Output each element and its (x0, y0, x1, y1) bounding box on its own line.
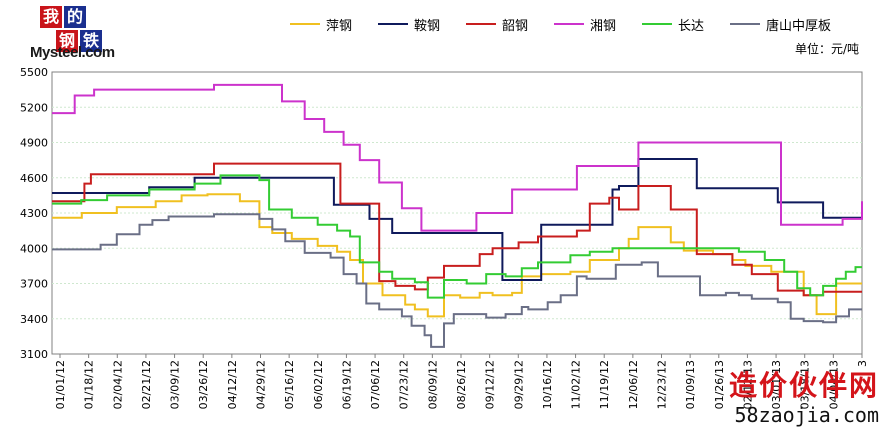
x-tick-label: 09/29/12 (512, 360, 525, 409)
legend-swatch (466, 23, 496, 25)
y-tick-label: 5500 (20, 66, 48, 79)
x-tick-label: 11/19/12 (598, 360, 611, 409)
x-tick-label: 10/16/12 (541, 360, 554, 409)
y-tick-label: 4900 (20, 137, 48, 150)
y-tick-label: 3100 (20, 348, 48, 361)
x-tick-label: 04/04/13 (827, 360, 840, 409)
legend-item: 鞍钢 (378, 14, 440, 34)
legend-item: 韶钢 (466, 14, 528, 34)
series-line (52, 213, 862, 348)
logo-char: 钢 (56, 30, 78, 52)
legend-label: 韶钢 (502, 18, 529, 34)
watermark-url: 58zaojia.com (734, 403, 880, 427)
mysteel-logo: 我的 钢铁 Mysteel.com (8, 6, 128, 64)
x-tick-label: 08/09/12 (426, 360, 439, 409)
y-tick-label: 4300 (20, 207, 48, 220)
legend-item: 长达 (642, 14, 704, 34)
legend-swatch (730, 23, 760, 25)
x-tick-label: 05/16/12 (283, 360, 296, 409)
x-tick-label: 01/09/13 (684, 360, 697, 409)
x-tick-label: 01/18/12 (83, 360, 96, 409)
x-tick-label: 3 (856, 360, 869, 367)
x-tick-label: 08/26/12 (455, 360, 468, 409)
legend-label: 萍钢 (326, 18, 353, 34)
watermark-chinese: 造价伙伴网 (728, 369, 879, 402)
x-tick-label: 02/04/12 (111, 360, 124, 409)
logo-chinese-top: 我的 (40, 6, 86, 28)
legend-item: 湘钢 (554, 14, 616, 34)
x-tick-label: 04/29/12 (255, 360, 268, 409)
x-tick-label: 03/09/12 (169, 360, 182, 409)
x-tick-label: 01/01/12 (54, 360, 67, 409)
x-tick-label: 07/06/12 (369, 360, 382, 409)
x-tick-label: 03/26/12 (197, 360, 210, 409)
legend-label: 长达 (678, 18, 705, 34)
chart-legend: 萍钢 鞍钢 韶钢 湘钢 长达 唐山中厚板 (0, 14, 883, 34)
legend-item: 唐山中厚板 (730, 14, 831, 34)
y-tick-label: 5200 (20, 101, 48, 114)
legend-swatch (290, 23, 320, 25)
legend-item: 萍钢 (290, 14, 352, 34)
legend-swatch (642, 23, 672, 25)
x-tick-label: 07/23/12 (398, 360, 411, 409)
x-tick-label: 11/02/12 (570, 360, 583, 409)
x-tick-label: 04/12/12 (226, 360, 239, 409)
series-line (52, 158, 862, 281)
logo-char: 我 (40, 6, 62, 28)
x-tick-label: 02/12/13 (741, 360, 754, 409)
legend-swatch (554, 23, 584, 25)
y-tick-label: 3700 (20, 278, 48, 291)
legend-label: 鞍钢 (414, 18, 441, 34)
legend-label: 湘钢 (590, 18, 617, 34)
x-tick-label: 12/23/12 (656, 360, 669, 409)
x-tick-label: 06/02/12 (312, 360, 325, 409)
y-tick-label: 4600 (20, 172, 48, 185)
series-line (52, 162, 862, 297)
site-watermark: 造价伙伴网 58zaojia.com (699, 370, 879, 434)
logo-chinese-bottom: 钢铁 (56, 30, 102, 52)
x-tick-label: 06/19/12 (340, 360, 353, 409)
legend-swatch (378, 23, 408, 25)
x-tick-label: 02/21/12 (140, 360, 153, 409)
series-line (52, 83, 863, 232)
x-tick-label: 03/01/13 (770, 360, 783, 409)
x-tick-label: 09/12/12 (484, 360, 497, 409)
y-tick-label: 3400 (20, 313, 48, 326)
logo-char: 的 (64, 6, 86, 28)
logo-text: Mysteel.com (30, 44, 115, 61)
x-tick-label: 03/18/13 (799, 360, 812, 409)
x-tick-label: 12/06/12 (627, 360, 640, 409)
legend-label: 唐山中厚板 (766, 18, 832, 34)
series-line (52, 174, 862, 299)
y-tick-label: 4000 (20, 242, 48, 255)
logo-char: 铁 (80, 30, 102, 52)
unit-label: 单位：元/吨 (794, 42, 859, 56)
x-tick-label: 01/26/13 (713, 360, 726, 409)
